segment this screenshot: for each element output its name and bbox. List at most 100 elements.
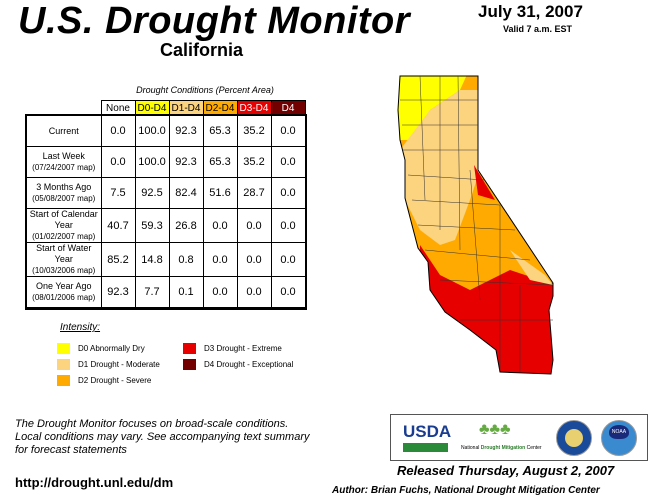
table-cell: 0.0: [270, 146, 306, 178]
ndmc-logo: National Drought Mitigation Center: [461, 445, 542, 451]
row-label-sub: (08/01/2006 map): [32, 293, 96, 302]
table-cell: 0.0: [100, 146, 136, 178]
legend-item: D2 Drought - Severe: [57, 375, 151, 386]
noaa-logo: NOAA: [601, 420, 637, 456]
ndmc-main: Drought Mitigation: [480, 445, 526, 451]
release-date: Released Thursday, August 2, 2007: [397, 463, 615, 478]
legend-swatch: [57, 343, 70, 354]
table-cell: 0.1: [168, 276, 204, 308]
table-cell: 0.0: [202, 242, 238, 277]
table-cell: 0.0: [100, 115, 136, 147]
row-label-text: Start of Water Year: [36, 243, 92, 264]
region-title: California: [160, 40, 244, 60]
table-cell: 92.3: [168, 146, 204, 178]
d1-area-south: [510, 250, 553, 285]
d0-area: [398, 76, 470, 140]
commerce-seal-icon: [556, 420, 592, 456]
table-cell: 92.3: [168, 115, 204, 147]
valid-time: Valid 7 a.m. EST: [503, 24, 573, 34]
d3-area-east: [474, 165, 495, 200]
legend-label: D4 Drought - Exceptional: [204, 360, 294, 369]
page-title: U.S. Drought Monitor: [18, 0, 411, 42]
table-cell: 35.2: [236, 115, 272, 147]
table-cell: 14.8: [134, 242, 170, 277]
row-label: Current: [26, 115, 102, 147]
table-cell: 0.0: [236, 276, 272, 308]
map-date: July 31, 2007: [478, 2, 583, 21]
legend-label: D0 Abnormally Dry: [78, 344, 145, 353]
table-cell: 92.5: [134, 177, 170, 209]
website-link[interactable]: http://drought.unl.edu/dm: [15, 475, 174, 490]
legend-item: D3 Drought - Extreme: [183, 343, 282, 354]
table-cell: 0.0: [202, 208, 238, 243]
noaa-text: NOAA: [609, 425, 629, 439]
table-row: One Year Ago (08/01/2006 map) 92.3 7.7 0.1 0.…: [26, 276, 306, 308]
row-label-text: 3 Months Ago: [36, 182, 92, 192]
table-cell: 100.0: [134, 115, 170, 147]
tree-icon: ♣♣♣: [479, 421, 511, 438]
table-row: Last Week (07/24/2007 map) 0.0 100.0 92.3 65.…: [26, 146, 306, 178]
sponsor-logos: USDA ♣♣♣ National Drought Mitigation Cen…: [390, 414, 648, 461]
legend-label: D2 Drought - Severe: [78, 376, 152, 385]
row-label-sub: (05/08/2007 map): [32, 194, 96, 203]
column-header: None: [100, 100, 136, 116]
table-cell: 92.3: [100, 276, 136, 308]
legend-item: D4 Drought - Exceptional: [183, 359, 293, 370]
blank-header: [27, 101, 102, 116]
drought-conditions-table: None D0-D4 D1-D4 D2-D4 D3-D4 D4 Current 0.0 100…: [24, 100, 307, 310]
table-cell: 35.2: [236, 146, 272, 178]
legend-swatch: [183, 343, 196, 354]
table-cell: 0.0: [270, 115, 306, 147]
column-header: D4: [270, 100, 306, 116]
row-label: One Year Ago (08/01/2006 map): [26, 276, 102, 308]
legend-swatch: [57, 375, 70, 386]
legend-item: D1 Drought - Moderate: [57, 359, 160, 370]
table-cell: 51.6: [202, 177, 238, 209]
row-label-text: Last Week: [42, 151, 85, 161]
legend-title: Intensity:: [60, 322, 101, 333]
row-label: 3 Months Ago (05/08/2007 map): [26, 177, 102, 209]
column-header: D1-D4: [168, 100, 204, 116]
row-label: Last Week (07/24/2007 map): [26, 146, 102, 178]
row-label-text: Start of Calendar Year: [29, 209, 98, 230]
row-label-sub: (07/24/2007 map): [32, 163, 96, 172]
usda-logo-stripe: [403, 443, 448, 452]
row-label-sub: (01/02/2007 map): [32, 232, 96, 241]
legend-label: D1 Drought - Moderate: [78, 360, 160, 369]
state-outline: [397, 75, 554, 375]
table-caption: Drought Conditions (Percent Area): [136, 85, 274, 95]
legend-item: D0 Abnormally Dry: [57, 343, 145, 354]
ndmc-suffix: Center: [526, 445, 542, 451]
table-cell: 0.0: [270, 242, 306, 277]
ndmc-prefix: National: [461, 445, 480, 451]
table-row: Start of Calendar Year (01/02/2007 map) 40…: [26, 208, 306, 243]
table-cell: 0.8: [168, 242, 204, 277]
table-row: Current 0.0 100.0 92.3 65.3 35.2 0.0: [26, 115, 306, 147]
table-cell: 0.0: [270, 276, 306, 308]
focus-line: for forecast statements: [15, 444, 127, 456]
row-label: Start of Calendar Year (01/02/2007 map): [26, 208, 102, 243]
author: Author: Brian Fuchs, National Drought Mi…: [332, 485, 600, 496]
legend-swatch: [183, 359, 196, 370]
table-row: Start of Water Year (10/03/2006 map) 85.2 1…: [26, 242, 306, 277]
table-cell: 28.7: [236, 177, 272, 209]
table-cell: 0.0: [270, 208, 306, 243]
table-cell: 65.3: [202, 146, 238, 178]
table-cell: 65.3: [202, 115, 238, 147]
county-lines: [400, 75, 554, 372]
table-cell: 82.4: [168, 177, 204, 209]
table-cell: 0.0: [236, 242, 272, 277]
row-label-sub: (10/03/2006 map): [32, 266, 96, 275]
column-header: D2-D4: [202, 100, 238, 116]
focus-line: The Drought Monitor focuses on broad-sca…: [15, 418, 289, 430]
column-header: D3-D4: [236, 100, 272, 116]
focus-line: Local conditions may vary. See accompany…: [15, 431, 310, 443]
table-cell: 0.0: [270, 177, 306, 209]
table-cell: 7.7: [134, 276, 170, 308]
table-cell: 26.8: [168, 208, 204, 243]
table-cell: 85.2: [100, 242, 136, 277]
table-cell: 7.5: [100, 177, 136, 209]
column-header: D0-D4: [134, 100, 170, 116]
legend-swatch: [57, 359, 70, 370]
